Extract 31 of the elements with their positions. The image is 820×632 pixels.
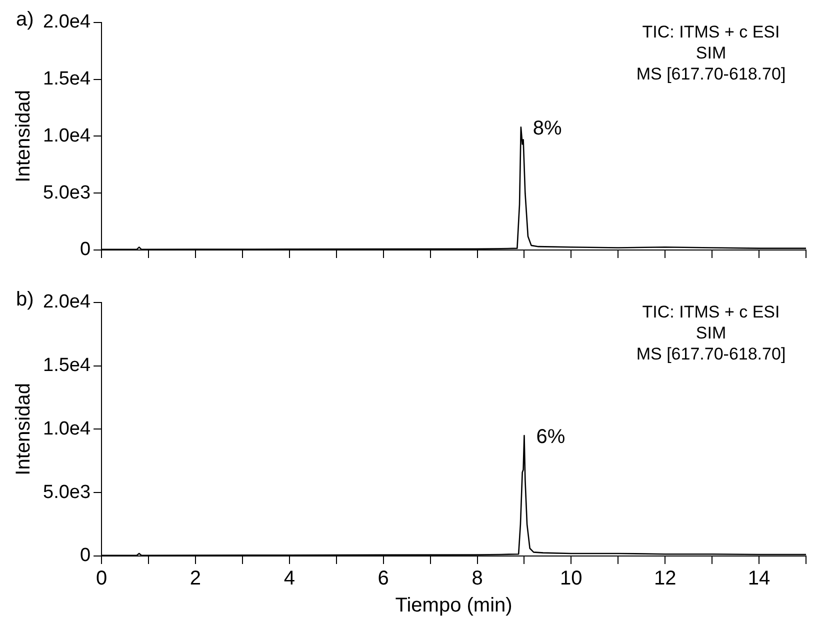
annotation: TIC: ITMS + c ESI [642, 22, 780, 42]
y-tick-label: 1.0e4 [43, 125, 91, 146]
annotation: 8% [532, 118, 562, 140]
y-tick-label: 0 [80, 239, 91, 260]
x-tick-label: 8 [472, 568, 483, 590]
x-tick-label: 6 [378, 568, 389, 590]
x-tick-label: 2 [190, 568, 202, 590]
y-axis-title: Intensidad [12, 90, 35, 182]
y-tick-label: 1.5e4 [43, 68, 91, 90]
y-tick-label: 2.0e4 [43, 12, 91, 33]
x-tick-label: 0 [96, 568, 108, 590]
annotation: TIC: ITMS + c ESI [642, 302, 780, 322]
x-tick-label: 10 [560, 568, 582, 590]
x-tick-label: 12 [654, 568, 676, 590]
chart-title: a) [16, 8, 34, 31]
annotation: MS [617.70-618.70] [636, 344, 786, 364]
y-tick-label: 5.0e3 [43, 482, 91, 503]
x-tick-label: 14 [748, 568, 770, 590]
y-axis-title: Intensidad [12, 383, 35, 476]
y-tick-label: 0 [80, 545, 91, 566]
chart-title: b) [16, 288, 34, 311]
x-tick-label: 4 [284, 568, 295, 590]
y-tick-label: 2.0e4 [43, 292, 91, 313]
y-tick-label: 1.0e4 [43, 418, 91, 440]
annotation: MS [617.70-618.70] [636, 64, 786, 84]
x-axis-title: Tiempo (min) [395, 594, 512, 617]
annotation: SIM [696, 324, 726, 343]
y-tick-label: 5.0e3 [43, 182, 91, 204]
annotation: SIM [696, 44, 726, 63]
y-tick-label: 1.5e4 [43, 355, 91, 376]
annotation: 6% [536, 426, 566, 448]
